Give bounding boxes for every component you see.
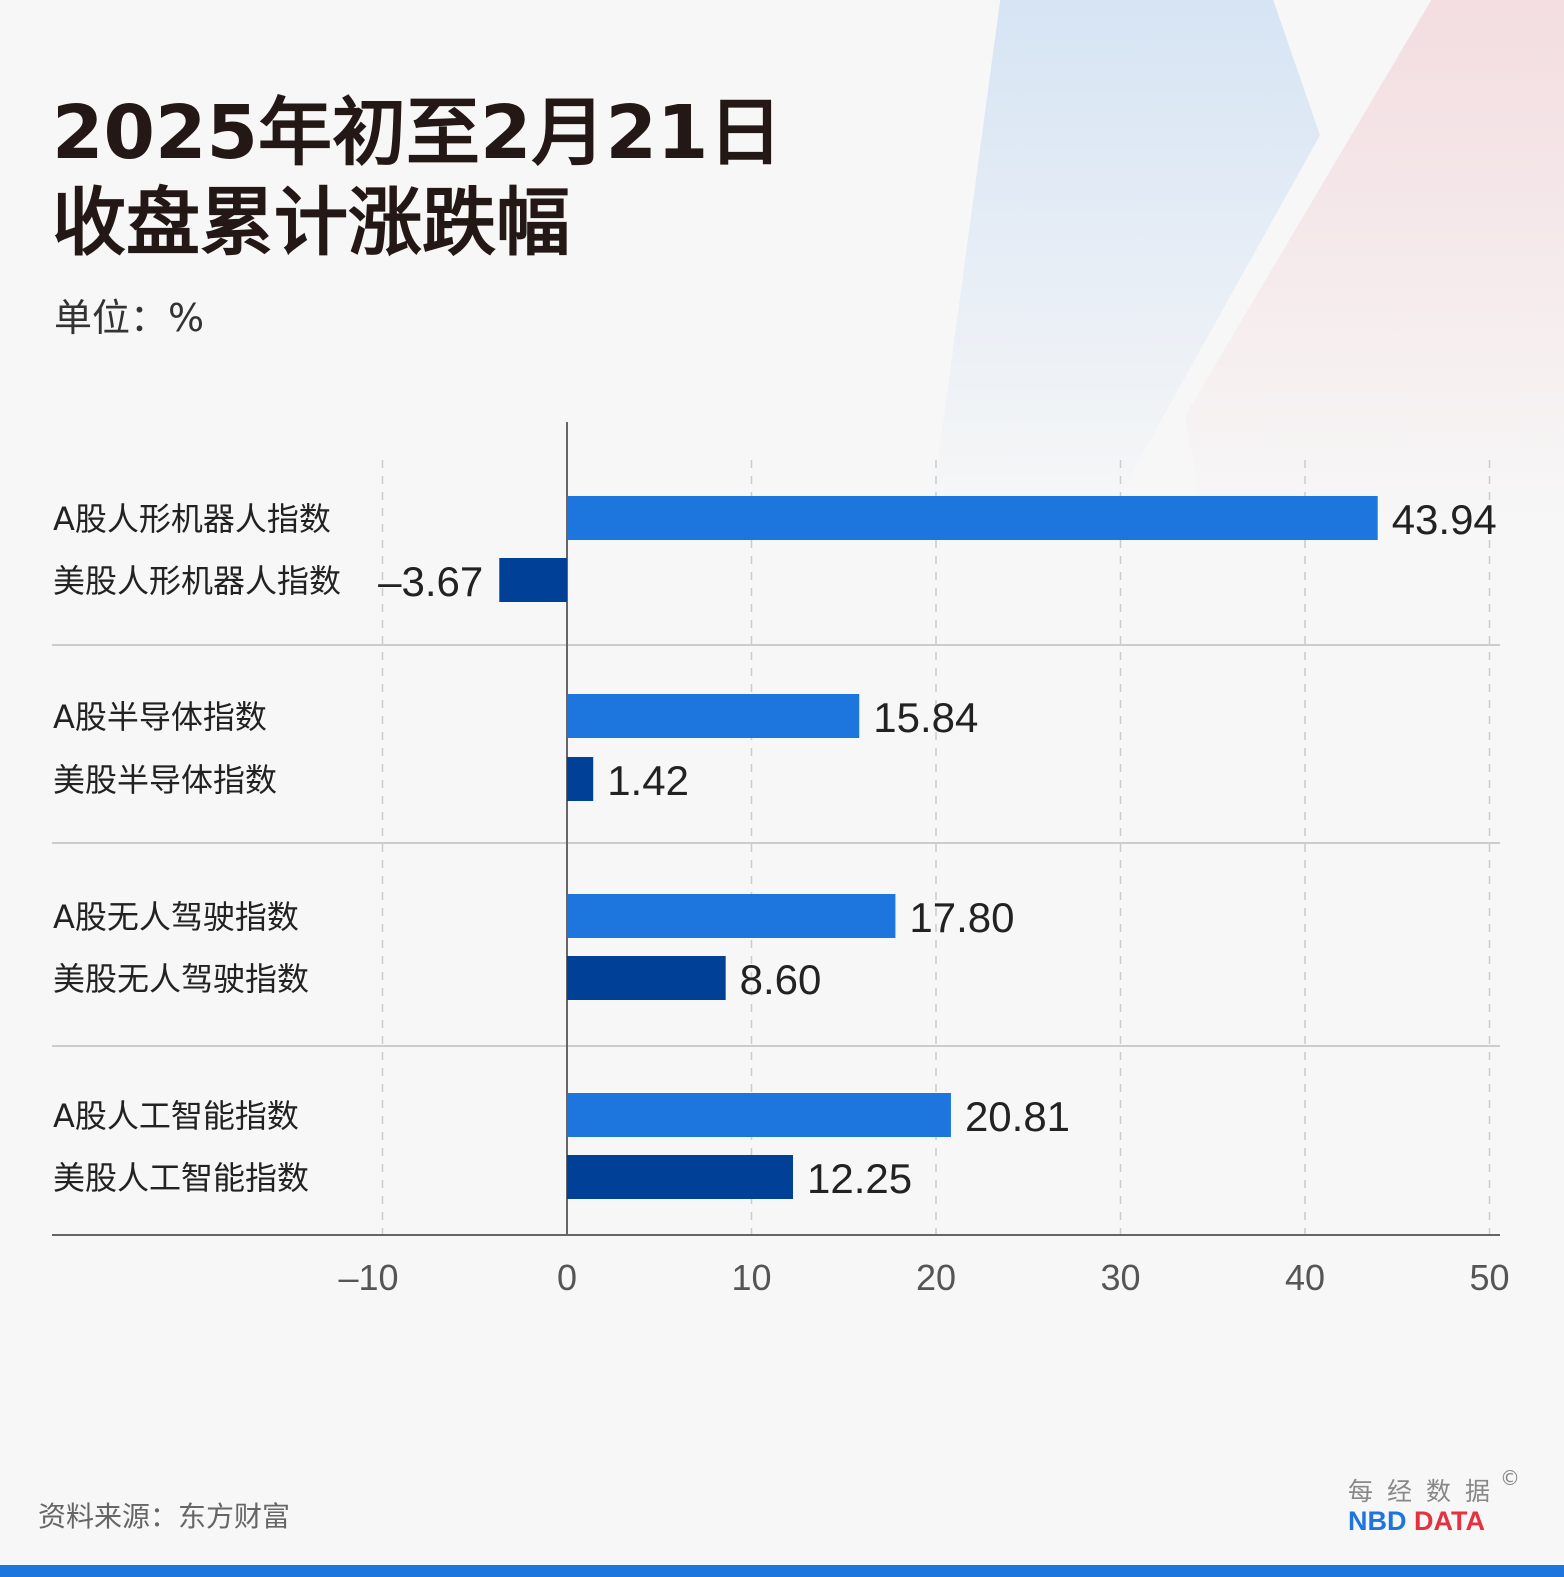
category-label: A股人形机器人指数 [53, 500, 331, 538]
unit-label: 单位：% [54, 296, 205, 340]
x-tick-label: 10 [731, 1257, 771, 1298]
bottom-accent-bar [0, 1565, 1564, 1577]
logo-data: DATA [1414, 1506, 1485, 1536]
value-label: 17.80 [909, 894, 1014, 941]
category-label: 美股人工智能指数 [53, 1159, 309, 1197]
category-label: A股人工智能指数 [53, 1097, 299, 1135]
category-label: A股半导体指数 [53, 698, 267, 736]
x-tick-label: 30 [1100, 1257, 1140, 1298]
bar [567, 956, 726, 1000]
title-line-2: 收盘累计涨跌幅 [52, 180, 570, 266]
value-label: –3.67 [378, 558, 483, 605]
title-line-1: 2025年初至2月21日 [52, 90, 783, 176]
bar [567, 1155, 794, 1199]
bar [567, 496, 1378, 540]
value-label: 12.25 [807, 1155, 912, 1202]
bar [499, 558, 567, 602]
x-tick-label: 50 [1469, 1257, 1509, 1298]
bar [567, 894, 896, 938]
logo-nbd: NBD [1348, 1506, 1407, 1536]
category-label: 美股半导体指数 [53, 761, 277, 799]
category-label: 美股人形机器人指数 [53, 562, 341, 600]
value-label: 20.81 [965, 1093, 1070, 1140]
category-label: A股无人驾驶指数 [53, 898, 299, 936]
value-label: 1.42 [607, 757, 689, 804]
bar [567, 694, 860, 738]
copyright-mark: © [1500, 1466, 1520, 1490]
x-tick-label: –10 [338, 1257, 398, 1298]
category-label: 美股无人驾驶指数 [53, 960, 309, 998]
value-label: 43.94 [1392, 496, 1497, 543]
x-tick-label: 0 [557, 1257, 577, 1298]
x-tick-label: 20 [916, 1257, 956, 1298]
value-label: 8.60 [740, 956, 822, 1003]
x-tick-label: 40 [1285, 1257, 1325, 1298]
bar [567, 1093, 951, 1137]
nbd-logo: 每经数据 NBD DATA [1348, 1472, 1504, 1537]
bar [567, 757, 594, 801]
value-label: 15.84 [873, 694, 978, 741]
chart-title: 2025年初至2月21日 收盘累计涨跌幅 [52, 88, 782, 268]
source-note: 资料来源：东方财富 [38, 1500, 291, 1533]
logo-cn: 每经数据 [1348, 1477, 1505, 1506]
